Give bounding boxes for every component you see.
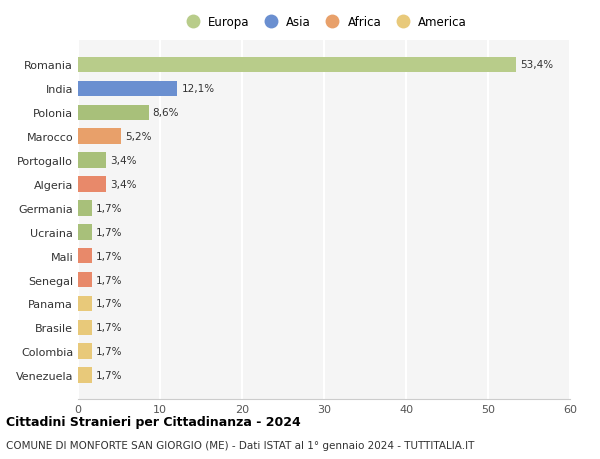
Bar xyxy=(78,320,92,336)
Bar xyxy=(78,296,92,312)
Bar xyxy=(78,344,92,359)
Text: 1,7%: 1,7% xyxy=(96,370,122,381)
Bar xyxy=(78,105,149,121)
Text: COMUNE DI MONFORTE SAN GIORGIO (ME) - Dati ISTAT al 1° gennaio 2024 - TUTTITALIA: COMUNE DI MONFORTE SAN GIORGIO (ME) - Da… xyxy=(6,440,475,450)
Text: 5,2%: 5,2% xyxy=(125,132,151,142)
Bar xyxy=(78,224,92,240)
Bar xyxy=(78,153,106,168)
Text: Cittadini Stranieri per Cittadinanza - 2024: Cittadini Stranieri per Cittadinanza - 2… xyxy=(6,415,301,428)
Text: 3,4%: 3,4% xyxy=(110,156,136,166)
Text: 1,7%: 1,7% xyxy=(96,347,122,357)
Bar xyxy=(78,57,516,73)
Bar xyxy=(78,177,106,192)
Text: 12,1%: 12,1% xyxy=(181,84,214,94)
Bar xyxy=(78,129,121,145)
Text: 8,6%: 8,6% xyxy=(152,108,179,118)
Text: 1,7%: 1,7% xyxy=(96,203,122,213)
Text: 1,7%: 1,7% xyxy=(96,227,122,237)
Text: 3,4%: 3,4% xyxy=(110,179,136,190)
Text: 53,4%: 53,4% xyxy=(520,60,553,70)
Text: 1,7%: 1,7% xyxy=(96,251,122,261)
Bar xyxy=(78,81,177,97)
Bar xyxy=(78,272,92,288)
Text: 1,7%: 1,7% xyxy=(96,323,122,333)
Bar xyxy=(78,201,92,216)
Bar xyxy=(78,248,92,264)
Text: 1,7%: 1,7% xyxy=(96,299,122,309)
Text: 1,7%: 1,7% xyxy=(96,275,122,285)
Bar xyxy=(78,368,92,383)
Legend: Europa, Asia, Africa, America: Europa, Asia, Africa, America xyxy=(176,11,472,34)
